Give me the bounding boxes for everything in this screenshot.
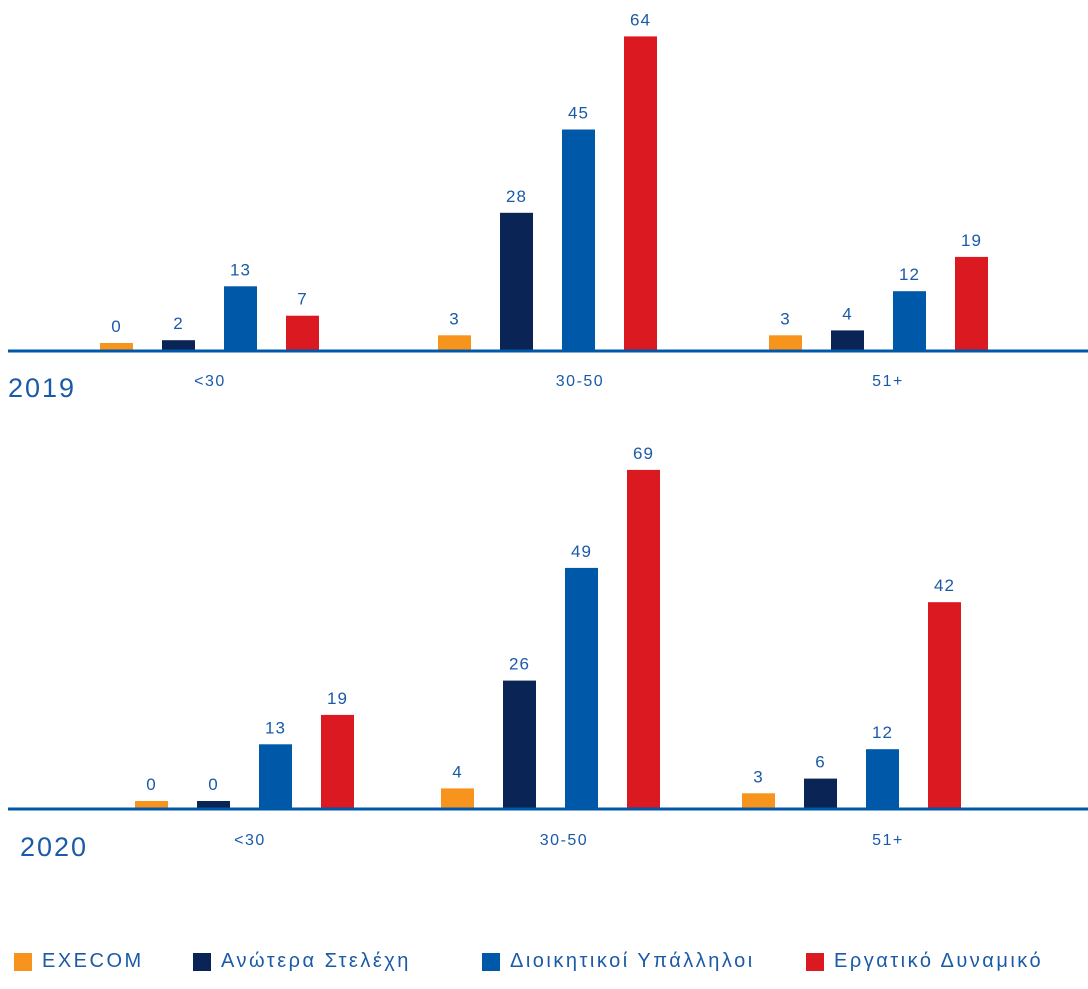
data-label: 12 xyxy=(899,265,920,284)
year-label: 2020 xyxy=(20,832,88,862)
legend-swatch-admin xyxy=(482,952,500,971)
legend-item-execom: EXECOM xyxy=(14,950,144,973)
data-label: 69 xyxy=(633,444,654,463)
bar xyxy=(321,714,354,808)
data-label: 13 xyxy=(230,260,251,279)
bar xyxy=(503,680,536,808)
chart-2020: 0 4 3 0 26 6 13 49 12 19 69 42 <30 30-50 51+ 2020 xyxy=(8,444,1088,862)
data-label: 7 xyxy=(297,290,307,309)
data-label: 26 xyxy=(509,655,530,674)
bar xyxy=(955,256,988,350)
data-label: 0 xyxy=(111,317,121,336)
bar xyxy=(438,335,471,350)
data-label: 4 xyxy=(452,762,462,781)
bar xyxy=(162,340,195,350)
data-label: 19 xyxy=(327,689,348,708)
data-label: 13 xyxy=(265,718,286,737)
bar xyxy=(893,291,926,350)
legend: EXECOM Ανώτερα Στελέχη Διοικητικοί Υπάλλ… xyxy=(0,950,1088,982)
bar xyxy=(259,744,292,808)
data-label: 0 xyxy=(208,775,218,794)
x-tick-label: 30-50 xyxy=(540,832,588,849)
bar xyxy=(100,343,133,350)
bar xyxy=(831,330,864,350)
x-tick-label: 51+ xyxy=(872,832,904,849)
legend-swatch-workforce xyxy=(806,952,824,971)
x-tick-label: <30 xyxy=(194,373,226,390)
data-label: 49 xyxy=(571,542,592,561)
grouped-bar-charts: 0 3 3 2 28 4 13 45 12 7 64 19 <30 30-50 51+ 2019 0 4 3 0 26 6… xyxy=(8,10,1088,862)
data-label: 19 xyxy=(961,231,982,250)
legend-label-admin: Διοικητικοί Υπάλληλοι xyxy=(510,950,755,972)
legend-label-execom: EXECOM xyxy=(42,950,144,972)
data-label: 3 xyxy=(780,309,790,328)
legend-item-admin: Διοικητικοί Υπάλληλοι xyxy=(482,950,755,973)
bar xyxy=(804,778,837,808)
data-label: 28 xyxy=(506,187,527,206)
bar xyxy=(562,129,595,350)
legend-item-workforce: Εργατικό Δυναμικό xyxy=(806,950,1043,973)
data-label: 0 xyxy=(146,775,156,794)
data-label: 4 xyxy=(842,304,852,323)
data-label: 3 xyxy=(449,309,459,328)
bar xyxy=(441,788,474,808)
data-label: 42 xyxy=(934,576,955,595)
bar xyxy=(624,36,657,351)
bar xyxy=(500,212,533,350)
legend-item-senior: Ανώτερα Στελέχη xyxy=(193,950,411,973)
legend-swatch-execom xyxy=(14,952,32,971)
bar xyxy=(197,801,230,808)
legend-label-workforce: Εργατικό Δυναμικό xyxy=(834,950,1044,972)
bar xyxy=(286,315,319,350)
data-label: 2 xyxy=(173,314,183,333)
legend-label-senior: Ανώτερα Στελέχη xyxy=(221,950,411,972)
bar xyxy=(627,469,660,808)
x-tick-label: 30-50 xyxy=(556,373,604,390)
bar xyxy=(742,793,775,808)
bar xyxy=(565,567,598,808)
year-label: 2019 xyxy=(8,373,76,403)
chart-2019: 0 3 3 2 28 4 13 45 12 7 64 19 <30 30-50 51+ 2019 xyxy=(8,10,1088,403)
legend-swatch-senior xyxy=(193,952,211,971)
bar xyxy=(135,801,168,808)
data-label: 45 xyxy=(568,104,589,123)
data-label: 12 xyxy=(872,723,893,742)
bar xyxy=(928,602,961,808)
x-tick-label: 51+ xyxy=(872,373,904,390)
x-tick-label: <30 xyxy=(234,832,266,849)
bar xyxy=(224,286,257,350)
bar xyxy=(769,335,802,350)
data-label: 64 xyxy=(630,10,651,29)
data-label: 3 xyxy=(753,767,763,786)
bar xyxy=(866,749,899,808)
data-label: 6 xyxy=(815,753,825,772)
